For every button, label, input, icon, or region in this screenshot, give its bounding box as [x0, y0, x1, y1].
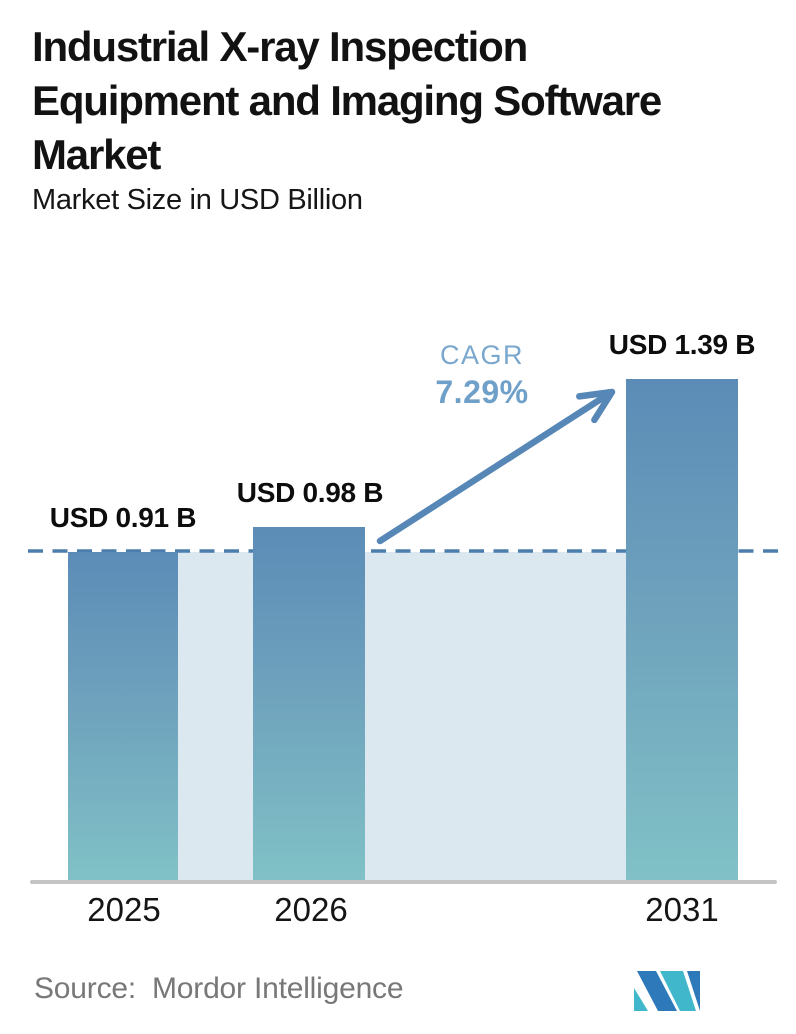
- page-subtitle: Market Size in USD Billion: [32, 184, 363, 216]
- bar-2026: [253, 527, 365, 880]
- x-axis-line: [30, 880, 777, 884]
- x-tick-2025: 2025: [87, 891, 161, 928]
- cagr-label: CAGR: [439, 340, 525, 370]
- source-label: Source:: [34, 972, 136, 1005]
- cagr-value: 7.29%: [435, 374, 529, 410]
- x-tick-2026: 2026: [274, 891, 348, 928]
- value-label-2025: USD 0.91 B: [49, 502, 197, 533]
- page-title: Industrial X-ray Inspection Equipment an…: [32, 23, 662, 178]
- source-name: Mordor Intelligence: [152, 972, 404, 1005]
- value-label-2026: USD 0.98 B: [236, 477, 384, 508]
- source-credit: Source: Mordor Intelligence: [34, 972, 404, 1006]
- x-tick-2031: 2031: [645, 891, 719, 928]
- bar-2025: [68, 552, 178, 880]
- bar-2031: [626, 379, 738, 880]
- growth-arrow: [376, 388, 616, 545]
- cagr-annotation: CAGR 7.29%: [435, 340, 528, 411]
- value-label-2031: USD 1.39 B: [608, 329, 756, 360]
- mordor-intelligence-logo-icon: [634, 971, 700, 1011]
